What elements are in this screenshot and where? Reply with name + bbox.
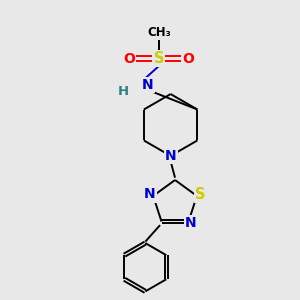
Text: N: N	[165, 149, 176, 163]
Text: S: S	[154, 51, 164, 66]
Text: N: N	[144, 188, 155, 201]
Text: O: O	[124, 52, 135, 66]
Text: H: H	[118, 85, 129, 98]
Text: S: S	[195, 187, 206, 202]
Text: N: N	[185, 216, 197, 230]
Text: O: O	[182, 52, 194, 66]
Text: N: N	[142, 78, 154, 92]
Text: CH₃: CH₃	[147, 26, 171, 39]
